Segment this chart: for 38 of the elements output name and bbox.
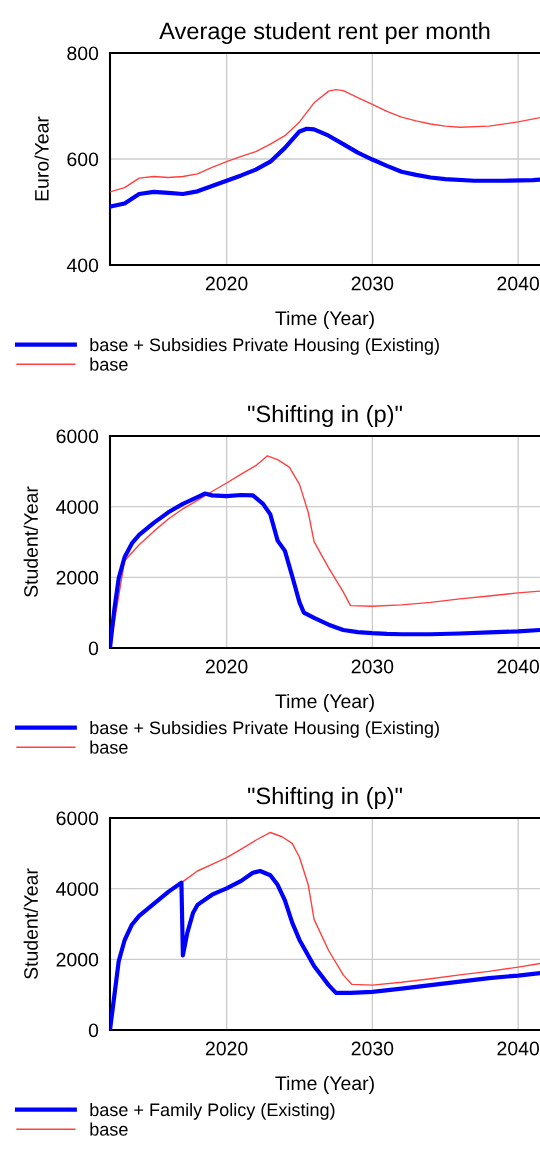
y-tick-label: 4000 (56, 882, 99, 896)
legend-label: base (90, 1122, 128, 1136)
y-tick-label: 0 (88, 1023, 99, 1038)
y-axis-title: Student/Year (23, 486, 38, 597)
x-tick-label: 2030 (351, 1041, 394, 1056)
y-tick-label: 6000 (56, 811, 99, 826)
y-tick-label: 0 (88, 641, 99, 656)
y-tick-label: 800 (67, 46, 99, 61)
legend-label: base + Subsidies Private Housing (Existing) (90, 720, 439, 738)
y-axis-title: Student/Year (23, 868, 38, 979)
y-tick-label: 400 (66, 258, 99, 273)
x-tick-label: 2040 (497, 276, 540, 291)
x-tick-label: 2020 (205, 276, 248, 291)
x-tick-label: 2030 (351, 659, 394, 674)
legend-label: base + Subsidies Private Housing (Existing) (90, 337, 439, 355)
y-axis-title: Euro/Year (34, 116, 49, 201)
line-series (180, 831, 540, 986)
line-series (110, 88, 540, 193)
chart-title: "Shifting in (p)" (248, 787, 402, 810)
chart-title: "Shifting in (p)" (248, 405, 402, 428)
x-tick-label: 2020 (205, 1041, 248, 1056)
x-axis-title: Time (Year) (275, 310, 374, 330)
y-tick-label: 4000 (56, 500, 99, 514)
legend-label: base (90, 740, 128, 754)
x-axis-title: Time (Year) (275, 693, 374, 713)
y-tick-label: 2000 (56, 952, 99, 967)
line-series (110, 126, 540, 209)
y-tick-label: 600 (67, 152, 99, 167)
legend-label: base + Family Policy (Existing) (90, 1102, 335, 1120)
legend-label: base (90, 357, 128, 371)
x-tick-label: 2030 (351, 276, 394, 291)
x-tick-label: 2040 (497, 1041, 540, 1056)
x-tick-label: 2020 (205, 659, 248, 674)
y-tick-label: 2000 (56, 570, 99, 585)
x-axis-title: Time (Year) (275, 1075, 374, 1095)
chart-title: Average student rent per month (159, 22, 490, 45)
x-tick-label: 2040 (497, 659, 540, 674)
y-tick-label: 6000 (56, 429, 99, 444)
